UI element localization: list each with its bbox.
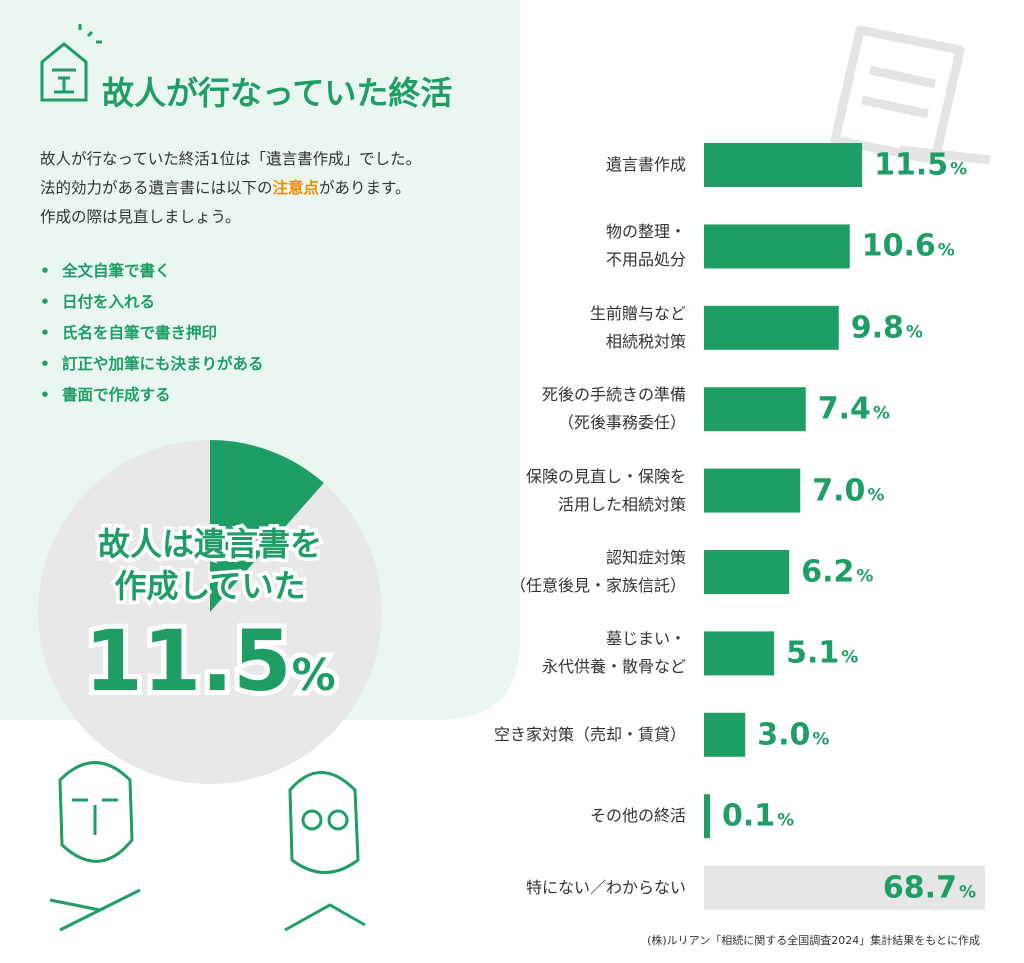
category-label: 物の整理・ 不用品処分 (605, 222, 686, 270)
category-label: 遺言書作成 (605, 155, 686, 174)
value-label: 5.1% (786, 635, 859, 671)
value-label: 68.7% (882, 870, 976, 906)
bullet-point: 日付を入れる (40, 290, 155, 312)
bullet-point: 氏名を自筆で書き押印 (40, 321, 217, 343)
value-label: 9.8% (850, 310, 923, 346)
intro-line: 法的効力がある遺言書には以下の注意点があります。 (40, 176, 410, 198)
category-label: その他の終活 (589, 806, 686, 826)
pie-caption: 作成していた (114, 567, 305, 605)
category-label: 墓じまい・ 永代供養・散骨など (541, 629, 686, 677)
title: 故人が行なっていた終活 (102, 74, 453, 112)
value-label: 11.5% (874, 147, 968, 183)
value-label: 6.2% (801, 554, 874, 590)
bar (704, 631, 775, 676)
people-illustration (49, 761, 366, 932)
bar (704, 387, 806, 432)
category-label: 空き家対策（売却・賃貸） (493, 724, 686, 744)
bar (704, 550, 790, 594)
category-label: 生前贈与など 相続税対策 (589, 303, 686, 351)
value-label: 3.0% (757, 717, 830, 753)
intro-line: 故人が行なっていた終活1位は「遺言書作成」でした。 (40, 150, 422, 168)
bar (704, 794, 710, 839)
bar (704, 468, 801, 513)
value-label: 10.6% (861, 228, 955, 264)
intro-text: 法的効力がある遺言書には以下の (40, 179, 273, 197)
bar (704, 712, 746, 757)
category-label: 特にない／わからない (525, 877, 686, 897)
pie-caption: 故人は遺言書を (98, 525, 322, 563)
bullet-point: 訂正や加筆にも決まりがある (40, 352, 264, 374)
source: (株)ルリアン「相続に関する全国調査2024」集計結果をもとに作成 (647, 934, 980, 947)
document-icon (830, 25, 991, 165)
category-label: 死後の手続きの準備 （死後事務委任） (541, 385, 686, 433)
house-icon (40, 24, 102, 102)
bullet-point: 書面で作成する (40, 383, 171, 405)
bar (704, 143, 863, 187)
pie (38, 440, 382, 784)
intro-line: 作成の際は見直しましょう。 (40, 208, 241, 226)
category-label: 認知症対策 （任意後見・家族信託） (509, 548, 686, 595)
value-label: 7.0% (812, 473, 885, 509)
highlight-bar (704, 865, 985, 910)
value-label: 7.4% (817, 391, 890, 427)
bullet-point: 全文自筆で書く (40, 259, 171, 281)
bar (704, 305, 839, 350)
category-label: 保険の見直し・保険を 活用した相続対策 (525, 466, 686, 514)
intro-text: があります。 (319, 179, 411, 197)
intro-emphasis: 注意点 (272, 179, 320, 197)
pie-slice (210, 440, 324, 612)
value-label: 0.1% (722, 798, 795, 834)
bar (704, 224, 850, 269)
